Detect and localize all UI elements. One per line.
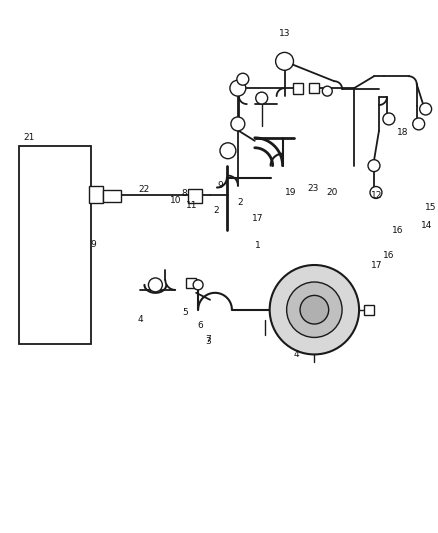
Circle shape	[256, 92, 268, 104]
Bar	[19, 146, 91, 344]
Circle shape	[193, 280, 203, 290]
Text: 15: 15	[425, 203, 436, 212]
Text: 3: 3	[205, 337, 211, 346]
Text: 13: 13	[279, 29, 290, 38]
Circle shape	[148, 278, 162, 292]
Circle shape	[231, 117, 245, 131]
Text: 19: 19	[285, 188, 296, 197]
Bar	[89, 185, 103, 204]
Text: 4: 4	[293, 350, 299, 359]
Text: 9: 9	[217, 181, 223, 190]
Text: 1: 1	[255, 240, 261, 249]
Text: 14: 14	[421, 221, 432, 230]
Text: 17: 17	[252, 214, 264, 223]
Circle shape	[237, 73, 249, 85]
Text: 16: 16	[392, 226, 403, 235]
Bar	[188, 190, 202, 204]
Circle shape	[370, 187, 382, 198]
Text: 18: 18	[397, 128, 409, 138]
Text: 8: 8	[181, 189, 187, 198]
Text: 9: 9	[90, 240, 95, 248]
Circle shape	[413, 118, 425, 130]
Text: 11: 11	[187, 201, 198, 210]
Circle shape	[300, 295, 328, 324]
Text: 4: 4	[138, 315, 143, 324]
Circle shape	[383, 113, 395, 125]
Text: 10: 10	[170, 196, 181, 205]
Text: 21: 21	[24, 133, 35, 142]
Text: 17: 17	[371, 261, 383, 270]
Circle shape	[322, 86, 332, 96]
Text: 6: 6	[197, 321, 203, 330]
Circle shape	[420, 103, 431, 115]
Text: 2: 2	[237, 198, 243, 207]
Text: 22: 22	[139, 185, 150, 194]
Circle shape	[276, 52, 293, 70]
Bar	[364, 305, 374, 314]
Circle shape	[220, 143, 236, 159]
Text: 7: 7	[205, 335, 211, 344]
Bar	[309, 83, 319, 93]
Text: 5: 5	[182, 308, 188, 317]
Text: 16: 16	[383, 251, 395, 260]
Text: 2: 2	[213, 206, 219, 215]
Circle shape	[286, 282, 342, 337]
Bar	[186, 278, 196, 288]
Circle shape	[368, 160, 380, 172]
Bar	[293, 83, 304, 94]
Circle shape	[230, 80, 246, 96]
Text: 23: 23	[307, 184, 319, 193]
Bar	[103, 190, 120, 203]
Circle shape	[270, 265, 359, 354]
Text: 20: 20	[327, 188, 338, 197]
Text: 12: 12	[371, 191, 383, 200]
